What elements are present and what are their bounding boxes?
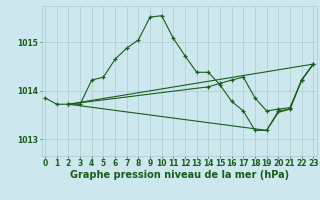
X-axis label: Graphe pression niveau de la mer (hPa): Graphe pression niveau de la mer (hPa) <box>70 170 289 180</box>
